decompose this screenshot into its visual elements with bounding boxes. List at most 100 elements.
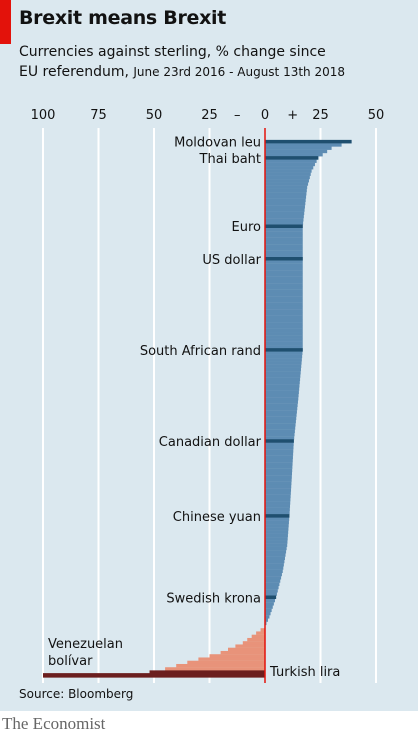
- bar: [265, 283, 303, 287]
- bar: [260, 628, 265, 632]
- bar: [265, 488, 292, 492]
- bar: [265, 195, 307, 199]
- bar: [265, 292, 303, 297]
- plus-sign-label: +: [287, 108, 298, 123]
- bar: [265, 214, 304, 219]
- bar: [176, 663, 265, 668]
- bar: [265, 166, 314, 170]
- bar: [265, 556, 285, 560]
- bar: [265, 384, 300, 388]
- bar: [265, 146, 332, 150]
- bar: [265, 585, 279, 590]
- bar: [265, 400, 298, 404]
- bar: [265, 244, 303, 248]
- bar: [265, 198, 306, 202]
- bar: [265, 533, 288, 538]
- bar: [209, 654, 265, 658]
- bar: [256, 631, 265, 635]
- bar: [265, 387, 300, 391]
- subtitle-line-1: Currencies against sterling, % change si…: [19, 44, 326, 60]
- bar: [265, 328, 303, 333]
- bar: [265, 319, 303, 323]
- bar: [165, 667, 265, 671]
- bar: [265, 410, 297, 414]
- bar: [265, 436, 295, 440]
- bar: [265, 182, 309, 186]
- bar: [265, 465, 293, 469]
- bar: [265, 397, 299, 401]
- bar: [265, 361, 302, 365]
- bar: [265, 481, 292, 486]
- gridlines: [42, 128, 377, 683]
- brand-logo-text: The Economist: [2, 714, 106, 733]
- bar: [265, 201, 306, 206]
- bar: [265, 263, 303, 268]
- bar: [265, 322, 303, 326]
- bar: [265, 279, 303, 284]
- bar: [265, 371, 301, 375]
- bar: [265, 305, 303, 310]
- bar: [265, 511, 290, 515]
- bar: [265, 494, 291, 499]
- currency-label: US dollar: [202, 253, 261, 268]
- currency-label: Swedish krona: [166, 591, 261, 606]
- bar: [265, 253, 303, 258]
- bar: [265, 351, 303, 355]
- bar: [265, 498, 291, 502]
- bar: [265, 380, 300, 385]
- bar: [265, 475, 292, 479]
- bar: [265, 237, 303, 242]
- bar: [265, 618, 268, 622]
- bar: [265, 501, 291, 505]
- bar: [265, 416, 297, 421]
- currency-label: Canadian dollar: [159, 435, 262, 450]
- bar: [265, 299, 303, 303]
- currency-label: Chinese yuan: [173, 510, 261, 525]
- x-tick-label: 0: [261, 108, 269, 123]
- bar: [265, 276, 303, 281]
- bar: [265, 270, 303, 274]
- chart-title: Brexit means Brexit: [19, 7, 227, 29]
- chart-subtitle: Currencies against sterling, % change si…: [19, 42, 409, 82]
- bar: [265, 296, 303, 300]
- bar: [265, 611, 271, 616]
- bar: [265, 188, 307, 193]
- bar: [265, 250, 303, 255]
- x-tick-label: 25: [312, 108, 329, 123]
- bar: [265, 471, 293, 476]
- bar: [265, 478, 292, 482]
- bar: [265, 208, 305, 212]
- bar: [265, 406, 298, 411]
- bar: [265, 172, 311, 176]
- currency-label: bolívar: [48, 654, 93, 669]
- x-tick-label: 100: [31, 108, 56, 123]
- bar: [265, 273, 303, 277]
- bar: [265, 335, 303, 339]
- bar: [265, 332, 303, 336]
- bar: [265, 579, 281, 583]
- bar: [265, 260, 303, 264]
- bar: [265, 338, 303, 342]
- bar: [265, 517, 290, 521]
- bar: [265, 240, 303, 245]
- bar: [228, 647, 265, 652]
- bar: [247, 637, 265, 642]
- bar: [265, 445, 294, 450]
- bar: [220, 650, 265, 655]
- bar: [265, 218, 304, 222]
- highlight-markers: [43, 139, 352, 678]
- x-tick-label: 50: [146, 108, 163, 123]
- bar: [265, 390, 299, 395]
- bar: [242, 641, 265, 645]
- bar: [265, 429, 295, 434]
- bar: [265, 315, 303, 320]
- bar: [265, 576, 282, 580]
- bar: [265, 221, 304, 225]
- source-note: Source: Bloomberg: [19, 687, 134, 701]
- bar: [198, 657, 265, 661]
- bar: [265, 426, 296, 430]
- bar: [265, 602, 274, 606]
- bar: [265, 559, 285, 564]
- bar: [265, 377, 301, 381]
- x-tick-label: 75: [90, 108, 107, 123]
